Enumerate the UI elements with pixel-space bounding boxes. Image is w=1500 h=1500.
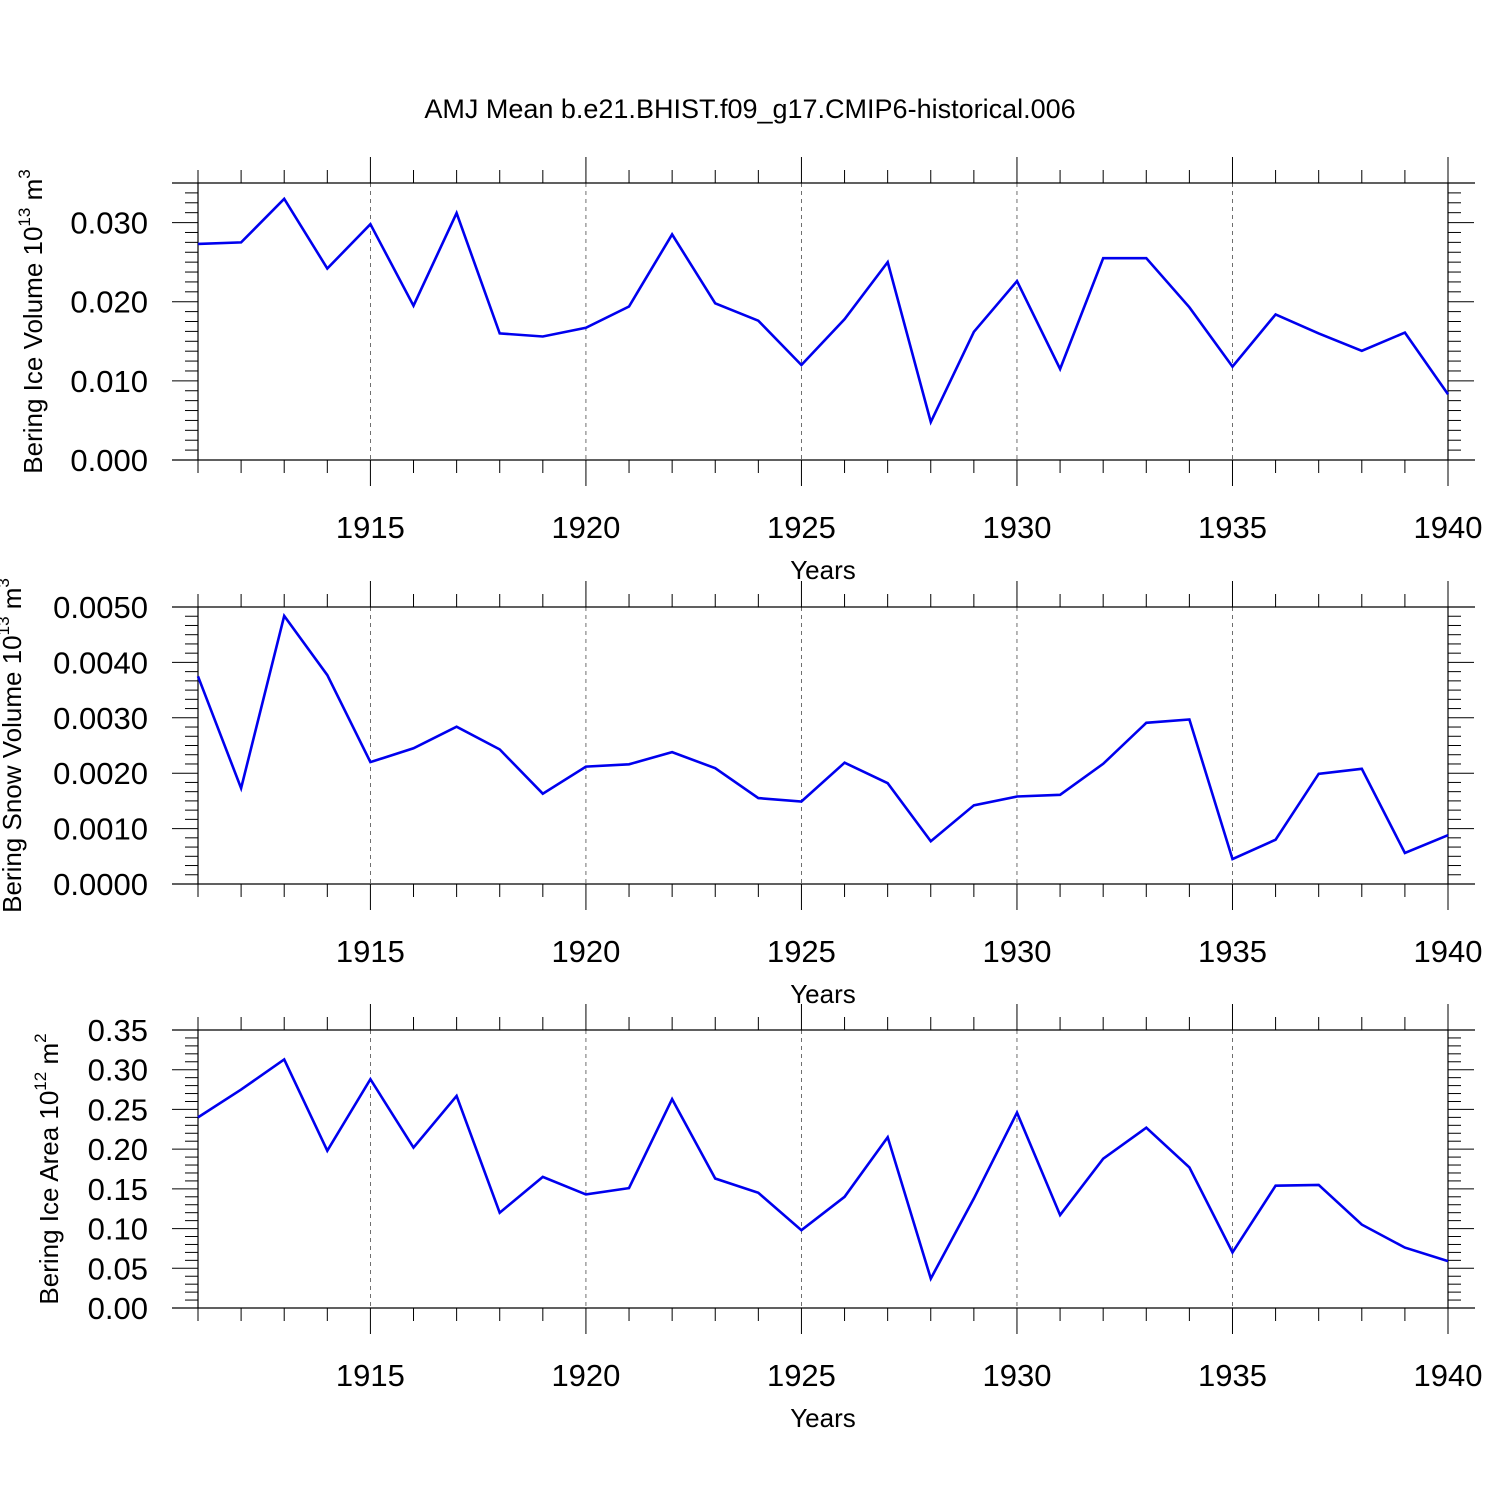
- y-tick-label: 0.0000: [53, 867, 148, 902]
- y-tick-label: 0.020: [70, 285, 148, 320]
- x-tick-label: 1940: [1414, 934, 1483, 969]
- x-tick-label: 1940: [1414, 1358, 1483, 1393]
- y-tick-label: 0.0030: [53, 701, 148, 736]
- y-tick-label: 0.0050: [53, 590, 148, 625]
- chart-title: AMJ Mean b.e21.BHIST.f09_g17.CMIP6-histo…: [424, 94, 1075, 124]
- x-axis-label: Years: [790, 1403, 856, 1433]
- chart-panel-1: 0.000 0.010 0.020 0.030 1915 1920 1925 1930 1935…: [15, 157, 1482, 585]
- x-tick-label: 1920: [551, 1358, 620, 1393]
- y-tick-label: 0.0020: [53, 756, 148, 791]
- chart-panel-3: 0.00 0.05 0.10 0.15 0.20 0.25 0.30 0.35 1915 1920…: [31, 1004, 1482, 1433]
- x-tick-label: 1935: [1198, 510, 1267, 545]
- y-axis-label: Bering Snow Volume 1013 m3: [0, 578, 27, 913]
- y-axis-label: Bering Ice Area 1012 m2: [31, 1033, 64, 1304]
- y-axis-label: Bering Ice Volume 1013 m3: [15, 169, 48, 473]
- y-tick-label: 0.10: [88, 1212, 148, 1247]
- y-tick-label: 0.0040: [53, 645, 148, 680]
- x-tick-label: 1930: [982, 934, 1051, 969]
- x-tick-label: 1935: [1198, 934, 1267, 969]
- x-tick-label: 1915: [336, 934, 405, 969]
- series-line: [197, 196, 1450, 426]
- y-tick-label: 0.35: [88, 1013, 148, 1048]
- y-tick-label: 0.25: [88, 1092, 148, 1127]
- x-tick-label: 1920: [551, 934, 620, 969]
- x-tick-label: 1915: [336, 510, 405, 545]
- y-tick-label: 0.30: [88, 1053, 148, 1088]
- x-tick-label: 1930: [982, 510, 1051, 545]
- y-tick-label: 0.05: [88, 1251, 148, 1286]
- series-line: [197, 1057, 1449, 1282]
- x-tick-label: 1915: [336, 1358, 405, 1393]
- y-tick-label: 0.00: [88, 1291, 148, 1326]
- x-tick-label: 1935: [1198, 1358, 1267, 1393]
- x-axis-label: Years: [790, 979, 856, 1009]
- x-tick-label: 1925: [767, 934, 836, 969]
- y-tick-label: 0.20: [88, 1132, 148, 1167]
- x-tick-label: 1920: [551, 510, 620, 545]
- y-tick-label: 0.000: [70, 443, 148, 478]
- x-axis-label: Years: [790, 555, 856, 585]
- y-tick-label: 0.010: [70, 364, 148, 399]
- series-line: [196, 612, 1449, 861]
- chart-panel-2: 0.0000 0.0010 0.0020 0.0030 0.0040 0.0050 1915…: [0, 578, 1482, 1009]
- x-tick-label: 1940: [1414, 510, 1483, 545]
- x-tick-label: 1925: [767, 510, 836, 545]
- x-tick-label: 1930: [982, 1358, 1051, 1393]
- y-tick-label: 0.15: [88, 1172, 148, 1207]
- x-tick-label: 1925: [767, 1358, 836, 1393]
- y-tick-label: 0.0010: [53, 812, 148, 847]
- y-tick-label: 0.030: [70, 206, 148, 241]
